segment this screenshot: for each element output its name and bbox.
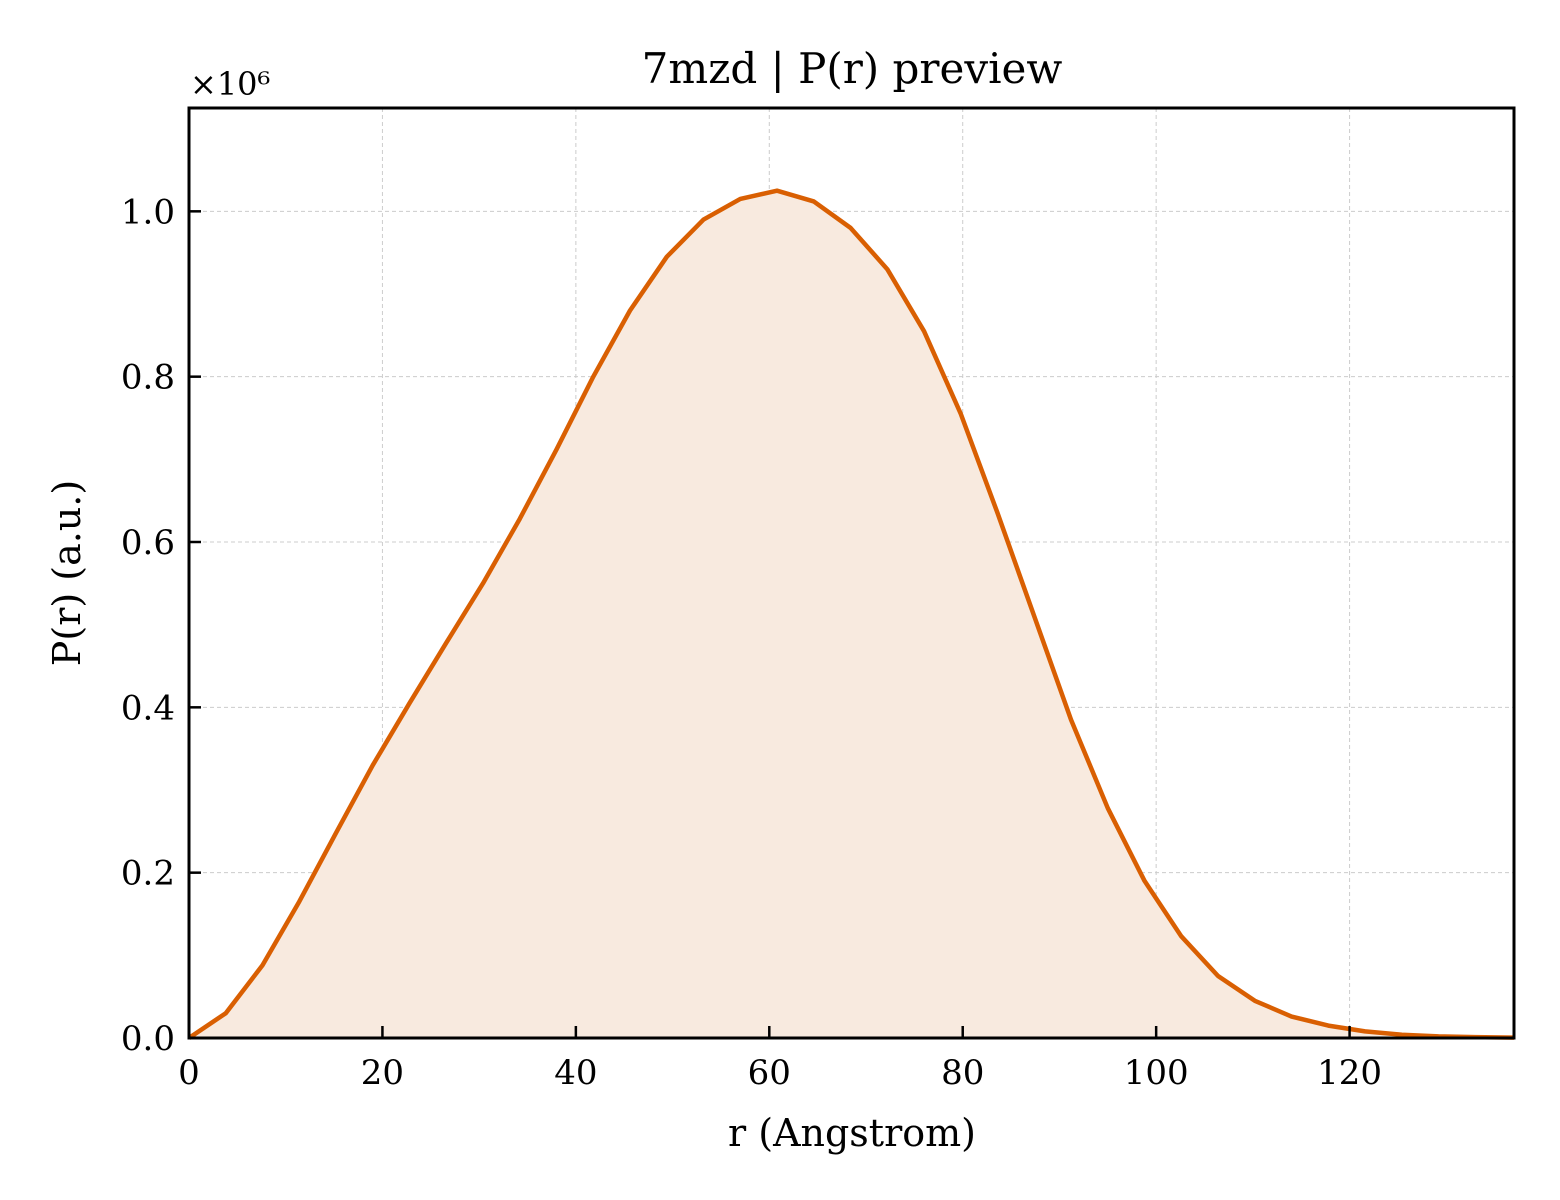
pr-curve-line: [187, 188, 1515, 1040]
x-tick-label: 100: [1124, 1053, 1189, 1093]
x-tick-label: 0: [178, 1053, 200, 1093]
y-tick-label: 0.2: [121, 854, 175, 894]
x-tick-label: 120: [1317, 1053, 1382, 1093]
y-tick-label: 0.0: [121, 1019, 175, 1059]
x-tick-label: 60: [748, 1053, 791, 1093]
y-tick-label: 0.8: [121, 358, 175, 398]
y-axis-ticks: 0.0 0.2 0.4 0.6 0.8 1.0: [121, 192, 201, 1059]
x-axis-title: r (Angstrom): [728, 1111, 976, 1155]
plot-frame: [187, 106, 1516, 1040]
x-tick-label: 40: [554, 1053, 597, 1093]
pr-area-fill: [189, 190, 1514, 1039]
y-axis-title: P(r) (a.u.): [45, 480, 89, 666]
x-axis-ticks: 0 20 40 60 80 100 120: [178, 1026, 1382, 1093]
x-tick-label: 80: [941, 1053, 984, 1093]
x-tick-label: 20: [361, 1053, 404, 1093]
y-tick-label: 1.0: [121, 192, 175, 232]
y-tick-label: 0.4: [121, 688, 175, 728]
y-tick-label: 0.6: [121, 523, 175, 563]
chart-title: 7mzd | P(r) preview: [642, 44, 1063, 93]
y-offset-label: ×10⁶: [190, 65, 270, 103]
